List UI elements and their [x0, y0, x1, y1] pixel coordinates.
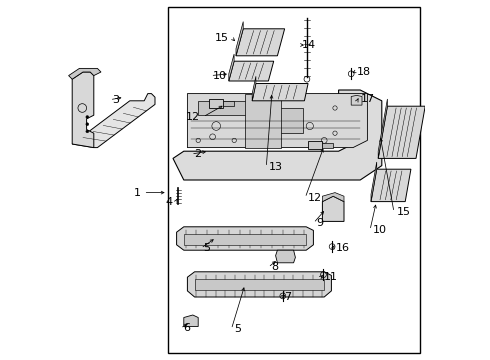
Text: 17: 17: [361, 94, 375, 104]
Polygon shape: [229, 61, 274, 81]
Text: 11: 11: [323, 272, 338, 282]
Polygon shape: [72, 72, 94, 148]
Text: 13: 13: [269, 162, 283, 172]
Polygon shape: [259, 108, 303, 133]
Text: 10: 10: [213, 71, 227, 81]
Text: 6: 6: [183, 323, 190, 333]
Text: 8: 8: [271, 262, 278, 273]
Polygon shape: [209, 99, 223, 108]
Circle shape: [86, 130, 89, 133]
Text: 2: 2: [194, 149, 201, 159]
Polygon shape: [371, 162, 377, 202]
Polygon shape: [236, 29, 285, 56]
Polygon shape: [371, 169, 411, 202]
Bar: [168, 7, 419, 353]
Text: 12: 12: [308, 193, 322, 203]
Text: 5: 5: [204, 243, 211, 253]
Polygon shape: [252, 84, 308, 101]
Polygon shape: [245, 94, 281, 148]
Polygon shape: [184, 315, 198, 327]
Text: 9: 9: [316, 218, 323, 228]
Polygon shape: [351, 95, 362, 105]
Text: 15: 15: [397, 207, 411, 217]
Text: 7: 7: [284, 292, 291, 302]
Polygon shape: [223, 101, 234, 106]
Polygon shape: [72, 94, 155, 148]
Text: 4: 4: [166, 197, 173, 207]
Polygon shape: [173, 90, 382, 180]
Polygon shape: [176, 227, 314, 250]
Polygon shape: [308, 141, 322, 149]
Text: 5: 5: [234, 324, 241, 334]
Polygon shape: [198, 101, 252, 115]
Polygon shape: [275, 250, 295, 263]
Text: 10: 10: [373, 225, 387, 235]
Polygon shape: [187, 272, 331, 297]
Polygon shape: [229, 54, 234, 81]
Text: 16: 16: [336, 243, 350, 253]
Polygon shape: [378, 99, 388, 158]
Polygon shape: [322, 143, 333, 148]
Text: 15: 15: [215, 33, 229, 43]
Polygon shape: [322, 193, 344, 202]
Polygon shape: [322, 196, 344, 221]
Circle shape: [86, 123, 89, 126]
Polygon shape: [184, 234, 306, 245]
Text: 18: 18: [357, 67, 371, 77]
Polygon shape: [378, 106, 425, 158]
Polygon shape: [187, 94, 368, 148]
Polygon shape: [236, 22, 243, 56]
Text: 3: 3: [113, 95, 120, 105]
Polygon shape: [252, 76, 256, 101]
Polygon shape: [195, 279, 324, 290]
Circle shape: [86, 116, 89, 118]
Text: 12: 12: [186, 112, 200, 122]
Text: 14: 14: [302, 40, 316, 50]
Text: 1: 1: [134, 188, 141, 198]
Polygon shape: [69, 68, 101, 79]
